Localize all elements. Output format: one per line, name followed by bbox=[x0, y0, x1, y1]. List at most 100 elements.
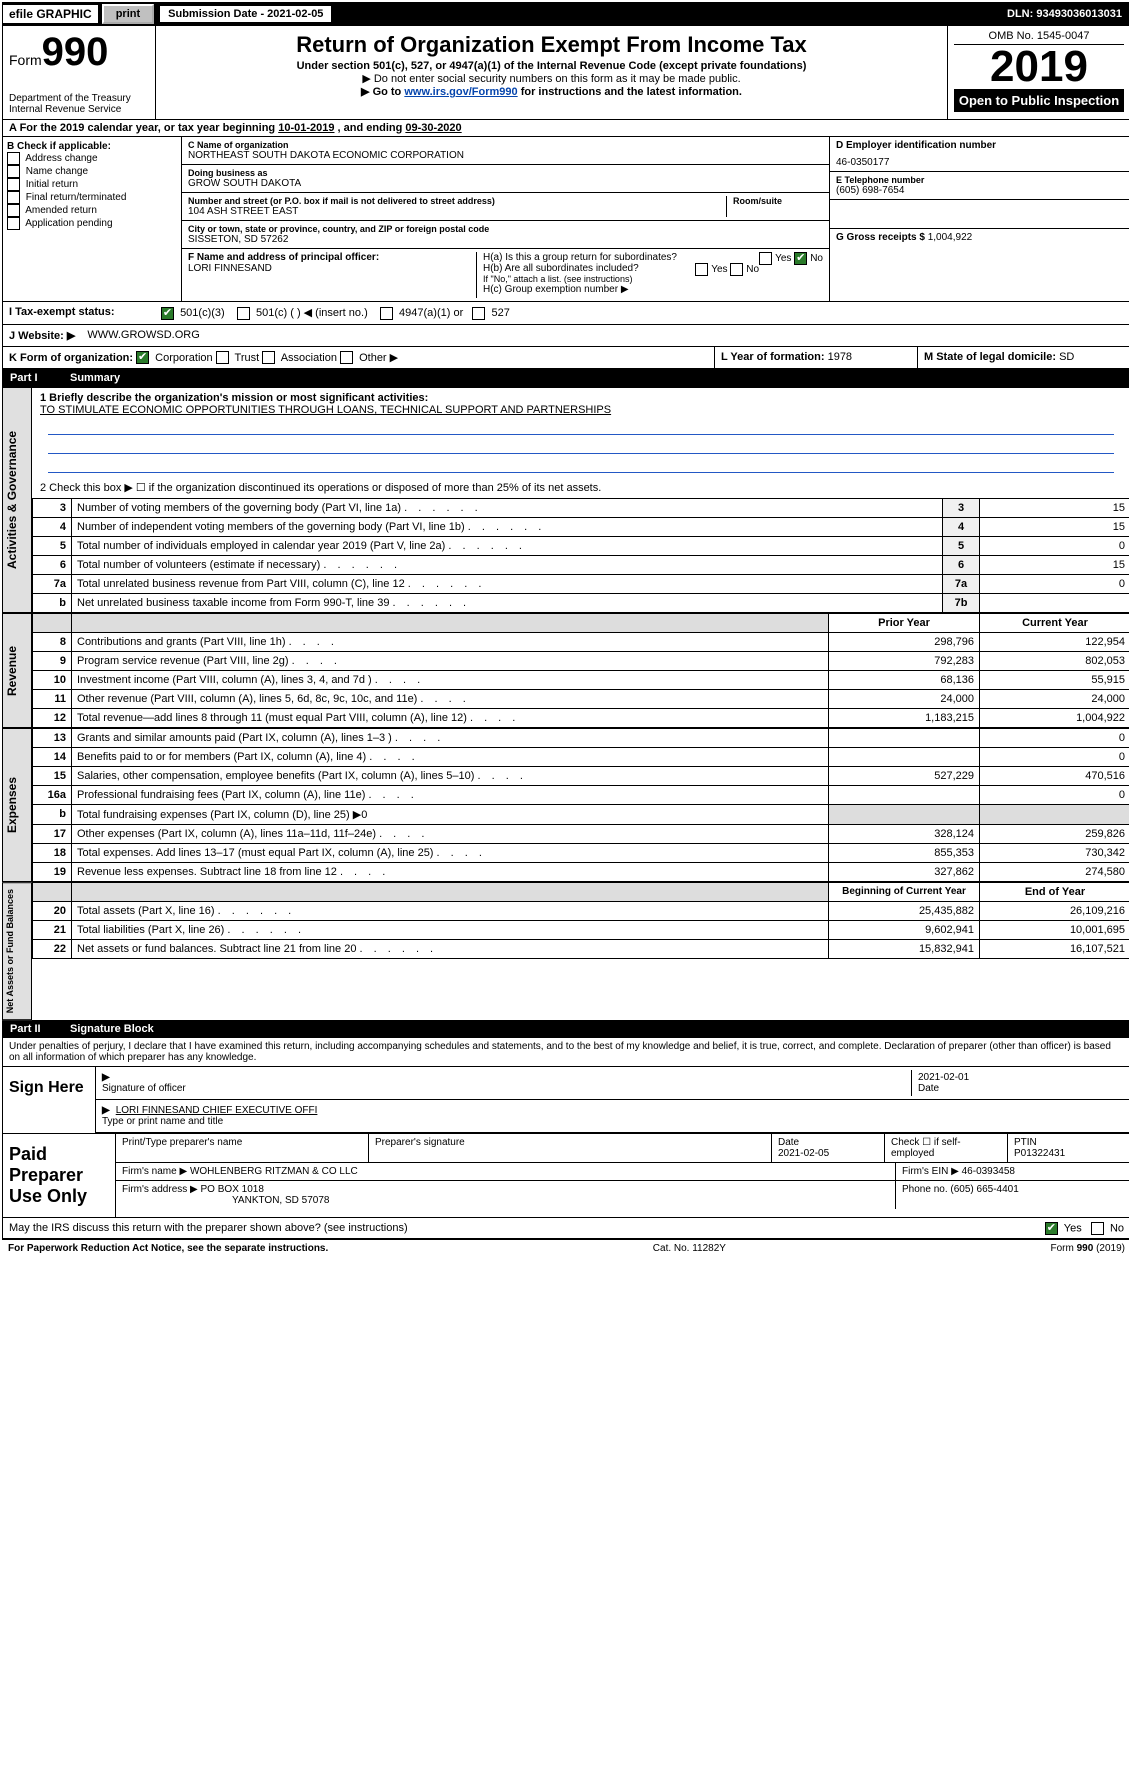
irs-link[interactable]: www.irs.gov/Form990 bbox=[404, 86, 517, 98]
table-row: 21Total liabilities (Part X, line 26) . … bbox=[33, 921, 1129, 940]
tax-status-label: I Tax-exempt status: bbox=[3, 302, 155, 324]
line2-text: 2 Check this box ▶ ☐ if the organization… bbox=[40, 481, 1122, 494]
part2-num: Part II bbox=[10, 1023, 70, 1035]
ha-yes: Yes bbox=[775, 253, 791, 264]
form-org-checkbox[interactable] bbox=[340, 351, 353, 364]
part2-header: Part II Signature Block bbox=[2, 1020, 1129, 1038]
table-row: 14Benefits paid to or for members (Part … bbox=[33, 748, 1129, 767]
table-row: 3Number of voting members of the governi… bbox=[33, 499, 1129, 518]
check-applicable[interactable] bbox=[7, 152, 20, 165]
check-applicable[interactable] bbox=[7, 204, 20, 217]
top-bar: efile GRAPHIC print Submission Date - 20… bbox=[2, 2, 1129, 26]
year-formation: 1978 bbox=[828, 351, 852, 363]
row-j: J Website: ▶ WWW.GROWSD.ORG bbox=[2, 325, 1129, 347]
vside-net: Net Assets or Fund Balances bbox=[2, 882, 32, 1020]
discuss-no-checkbox[interactable] bbox=[1091, 1222, 1104, 1235]
net-section: Net Assets or Fund Balances Beginning of… bbox=[2, 882, 1129, 1020]
hb-yes-checkbox[interactable] bbox=[695, 263, 708, 276]
501c-checkbox[interactable] bbox=[237, 307, 250, 320]
firm-name-label: Firm's name ▶ bbox=[122, 1166, 187, 1177]
opt-527: 527 bbox=[491, 307, 509, 319]
prep-name-label: Print/Type preparer's name bbox=[116, 1134, 369, 1162]
discuss-row: May the IRS discuss this return with the… bbox=[2, 1218, 1129, 1239]
block-c: C Name of organization NORTHEAST SOUTH D… bbox=[182, 137, 830, 301]
goto-prefix: ▶ Go to bbox=[361, 86, 404, 98]
ha-no-checkbox[interactable] bbox=[794, 252, 807, 265]
table-row: 16aProfessional fundraising fees (Part I… bbox=[33, 786, 1129, 805]
firm-ein: 46-0393458 bbox=[962, 1166, 1015, 1177]
block-b-item: Name change bbox=[7, 165, 177, 178]
city-label: City or town, state or province, country… bbox=[188, 224, 823, 234]
firm-addr2: YANKTON, SD 57078 bbox=[232, 1195, 329, 1206]
check-applicable[interactable] bbox=[7, 217, 20, 230]
print-button[interactable]: print bbox=[102, 4, 154, 24]
table-row: 12Total revenue—add lines 8 through 11 (… bbox=[33, 709, 1129, 728]
check-applicable[interactable] bbox=[7, 178, 20, 191]
ha-no: No bbox=[810, 253, 823, 264]
527-checkbox[interactable] bbox=[472, 307, 485, 320]
period-begin: 10-01-2019 bbox=[278, 122, 334, 134]
block-b-item: Initial return bbox=[7, 178, 177, 191]
hc-label: H(c) Group exemption number ▶ bbox=[483, 284, 823, 295]
form-header: Form990 Department of the Treasury Inter… bbox=[2, 26, 1129, 120]
block-b-item: Address change bbox=[7, 152, 177, 165]
table-row: 11Other revenue (Part VIII, column (A), … bbox=[33, 690, 1129, 709]
submission-date: Submission Date - 2021-02-05 bbox=[160, 6, 331, 22]
4947-checkbox[interactable] bbox=[380, 307, 393, 320]
sig-date-label: Date bbox=[918, 1083, 939, 1094]
firm-name: WOHLENBERG RITZMAN & CO LLC bbox=[190, 1166, 358, 1177]
ein-label: D Employer identification number bbox=[836, 140, 1124, 151]
form-org-checkbox[interactable] bbox=[262, 351, 275, 364]
period-end: 09-30-2020 bbox=[405, 122, 461, 134]
ssn-note: ▶ Do not enter social security numbers o… bbox=[162, 72, 941, 85]
block-h: H(a) Is this a group return for subordin… bbox=[476, 252, 823, 298]
ein-value: 46-0350177 bbox=[836, 157, 1124, 168]
table-row: 17Other expenses (Part IX, column (A), l… bbox=[33, 825, 1129, 844]
footer: For Paperwork Reduction Act Notice, see … bbox=[2, 1239, 1129, 1257]
sign-block: Sign Here ▶Signature of officer 2021-02-… bbox=[2, 1067, 1129, 1134]
website-label: J Website: ▶ bbox=[3, 325, 81, 346]
hb-note: If "No," attach a list. (see instruction… bbox=[483, 274, 823, 284]
prep-date: 2021-02-05 bbox=[778, 1148, 829, 1159]
form-org-checkbox[interactable] bbox=[216, 351, 229, 364]
ha-yes-checkbox[interactable] bbox=[759, 252, 772, 265]
gross-label: G Gross receipts $ bbox=[836, 232, 925, 243]
form-prefix: Form bbox=[9, 52, 42, 68]
firm-addr-label: Firm's address ▶ bbox=[122, 1184, 198, 1195]
org-name: NORTHEAST SOUTH DAKOTA ECONOMIC CORPORAT… bbox=[188, 150, 823, 161]
501c3-checkbox[interactable] bbox=[161, 307, 174, 320]
rev-section: Revenue Prior YearCurrent Year8Contribut… bbox=[2, 613, 1129, 728]
entity-block: B Check if applicable: Address change Na… bbox=[2, 137, 1129, 302]
table-row: bTotal fundraising expenses (Part IX, co… bbox=[33, 805, 1129, 825]
block-b-item: Final return/terminated bbox=[7, 191, 177, 204]
check-applicable[interactable] bbox=[7, 191, 20, 204]
discuss-no: No bbox=[1110, 1223, 1124, 1235]
block-b: B Check if applicable: Address change Na… bbox=[3, 137, 182, 301]
form-subtitle: Under section 501(c), 527, or 4947(a)(1)… bbox=[162, 60, 941, 72]
firm-ein-label: Firm's EIN ▶ bbox=[902, 1166, 959, 1177]
period-mid: , and ending bbox=[338, 122, 406, 134]
mission-text: TO STIMULATE ECONOMIC OPPORTUNITIES THRO… bbox=[40, 404, 1122, 416]
discuss-yes: Yes bbox=[1064, 1223, 1082, 1235]
table-row: 5Total number of individuals employed in… bbox=[33, 537, 1129, 556]
officer-sub-label: Type or print name and title bbox=[102, 1116, 223, 1127]
opt-4947: 4947(a)(1) or bbox=[399, 307, 463, 319]
addr-label: Number and street (or P.O. box if mail i… bbox=[188, 196, 726, 206]
form-title: Return of Organization Exempt From Incom… bbox=[162, 32, 941, 58]
form-org-checkbox[interactable] bbox=[136, 351, 149, 364]
vside-gov: Activities & Governance bbox=[2, 387, 32, 613]
hb-no-checkbox[interactable] bbox=[730, 263, 743, 276]
efile-label: efile GRAPHIC bbox=[3, 5, 98, 23]
officer-name: LORI FINNESAND bbox=[188, 263, 476, 274]
mission-blank-line bbox=[48, 458, 1114, 473]
website-value: WWW.GROWSD.ORG bbox=[81, 325, 205, 346]
mission-blank-line bbox=[48, 439, 1114, 454]
table-row: 20Total assets (Part X, line 16) . . . .… bbox=[33, 902, 1129, 921]
table-row: 6Total number of volunteers (estimate if… bbox=[33, 556, 1129, 575]
discuss-yes-checkbox[interactable] bbox=[1045, 1222, 1058, 1235]
dept-irs: Internal Revenue Service bbox=[9, 104, 149, 115]
paid-prep-label: Paid Preparer Use Only bbox=[3, 1134, 116, 1217]
mission-label: 1 Briefly describe the organization's mi… bbox=[40, 392, 1122, 404]
room-label: Room/suite bbox=[733, 196, 823, 206]
check-applicable[interactable] bbox=[7, 165, 20, 178]
